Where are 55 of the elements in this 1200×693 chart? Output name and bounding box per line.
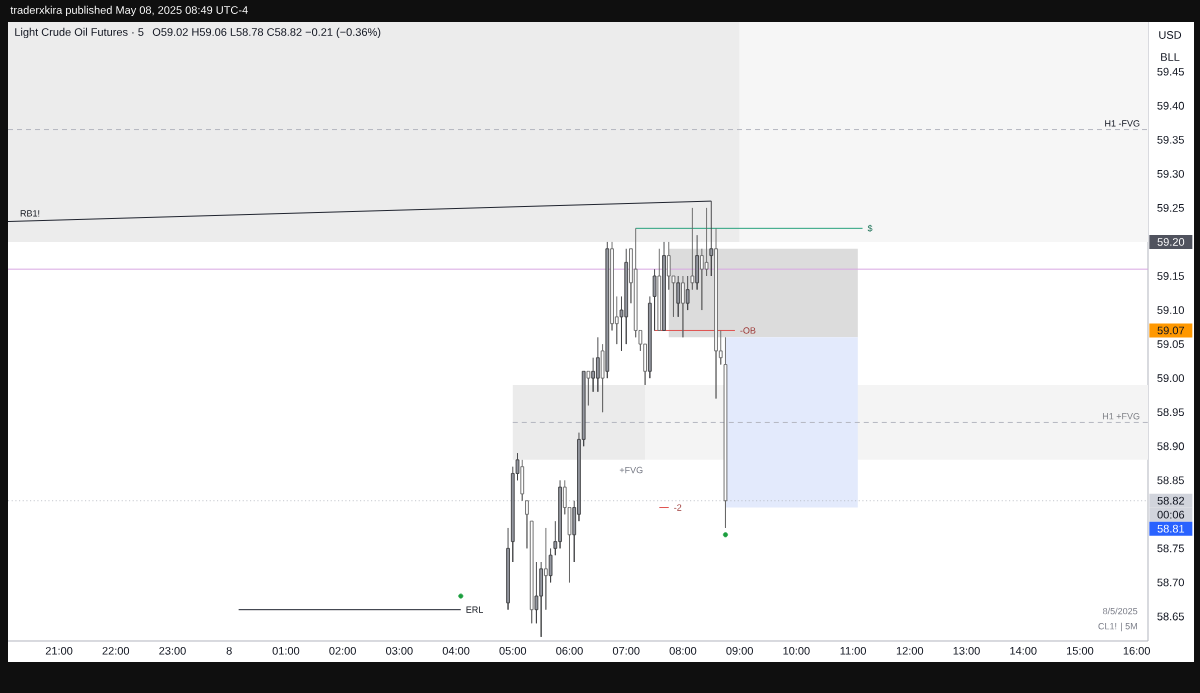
x-tick-label: 12:00 xyxy=(896,646,924,655)
x-tick-label: 09:00 xyxy=(726,646,753,655)
x-tick-label: 11:00 xyxy=(840,646,867,655)
text: 58.81 xyxy=(1157,524,1185,533)
text: BLL xyxy=(1161,53,1180,61)
x-tick-label: 05:00 xyxy=(499,646,527,655)
series-label: H1 +FVG xyxy=(1102,413,1140,420)
series-label: -OB xyxy=(740,327,756,334)
y-tick-label: 59.00 xyxy=(1157,374,1184,383)
ref-line-label: H1 -FVG xyxy=(1105,120,1140,127)
x-tick-label: 14:00 xyxy=(1010,646,1037,655)
annotation: 58.82 xyxy=(1157,496,1185,505)
annotation: 59.20 xyxy=(1157,238,1185,246)
text: USD xyxy=(1159,31,1182,39)
y-tick-label: 58.90 xyxy=(1157,442,1184,451)
y-tick-label: 59.10 xyxy=(1157,306,1184,314)
x-tick-label: 13:00 xyxy=(953,646,980,655)
y-tick-label: 59.15 xyxy=(1157,272,1184,280)
y-tick-label: 59.40 xyxy=(1157,101,1184,110)
x-tick-label: 03:00 xyxy=(386,646,413,655)
x-tick-label: 15:00 xyxy=(1067,646,1094,655)
chart-title: Light Crude Oil Futures · 5 xyxy=(15,27,144,39)
y-tick-label: 59.25 xyxy=(1157,204,1184,212)
text: 00:06 xyxy=(1157,510,1185,519)
x-tick-label: 23:00 xyxy=(159,646,186,655)
annotation: +FVG xyxy=(619,466,643,474)
y-tick-label: 58.85 xyxy=(1157,476,1184,485)
x-tick-label: 21:00 xyxy=(45,646,73,655)
y-tick-label: 58.95 xyxy=(1157,408,1184,417)
x-tick-label: 8 xyxy=(226,646,232,655)
text: traderxkira published May 08, 2025 08:49 UTC-4 xyxy=(10,5,248,17)
x-tick-label: 10:00 xyxy=(783,646,810,655)
y-tick-label: 59.45 xyxy=(1157,67,1184,76)
x-tick-label: 06:00 xyxy=(556,646,583,655)
y-tick-label: 58.70 xyxy=(1157,578,1184,587)
series-label: -2 xyxy=(674,504,682,511)
x-tick-label: 22:00 xyxy=(102,646,130,655)
x-tick-label: 16:00 xyxy=(1123,646,1151,655)
x-tick-label: 07:00 xyxy=(612,646,640,655)
x-tick-label: 02:00 xyxy=(329,646,356,655)
y-tick-label: 58.65 xyxy=(1157,612,1184,621)
annotation: CL1! | 5M xyxy=(1098,622,1137,632)
series-label: RB1! xyxy=(20,210,40,217)
y-tick-label: 58.75 xyxy=(1157,544,1184,553)
y-tick-label: 59.05 xyxy=(1157,340,1184,348)
y-tick-label: 59.35 xyxy=(1157,135,1184,144)
series-label: ERL xyxy=(466,606,483,613)
x-tick-label: 01:00 xyxy=(272,646,300,655)
annotation: 59.07 xyxy=(1157,326,1185,335)
x-tick-label: 04:00 xyxy=(442,646,470,655)
x-tick-label: 08:00 xyxy=(669,646,697,655)
chart-subtitle: O59.02 H59.06 L58.78 C58.82 −0.21 (−0.36%) xyxy=(152,27,381,39)
annotation: 8/5/2025 xyxy=(1103,607,1138,615)
y-tick-label: 59.30 xyxy=(1157,169,1184,178)
series-label: $ xyxy=(867,224,873,232)
